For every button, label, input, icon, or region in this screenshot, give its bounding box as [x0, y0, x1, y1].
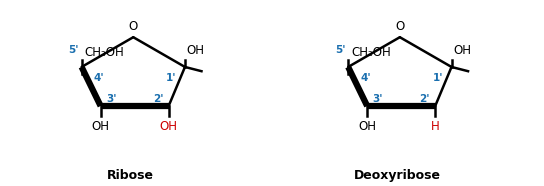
Text: 4': 4': [94, 73, 104, 83]
Text: OH: OH: [358, 120, 376, 133]
Text: O: O: [395, 20, 405, 33]
Text: OH: OH: [91, 120, 110, 133]
Text: H: H: [431, 120, 440, 133]
Text: 1': 1': [166, 73, 177, 83]
Text: CH₂OH: CH₂OH: [84, 46, 124, 59]
Text: OH: OH: [453, 44, 471, 57]
Text: 5': 5': [335, 45, 345, 55]
Text: 3': 3': [106, 94, 116, 104]
Text: 1': 1': [433, 73, 443, 83]
Text: O: O: [128, 20, 138, 33]
Text: Deoxyribose: Deoxyribose: [354, 169, 441, 182]
Text: OH: OH: [187, 44, 205, 57]
Text: CH₂OH: CH₂OH: [351, 46, 391, 59]
Text: 3': 3': [373, 94, 383, 104]
Text: 5': 5': [69, 45, 79, 55]
Text: 2': 2': [419, 94, 430, 104]
Text: Ribose: Ribose: [107, 169, 154, 182]
Text: 4': 4': [360, 73, 371, 83]
Text: 2': 2': [153, 94, 163, 104]
Text: OH: OH: [159, 120, 178, 133]
